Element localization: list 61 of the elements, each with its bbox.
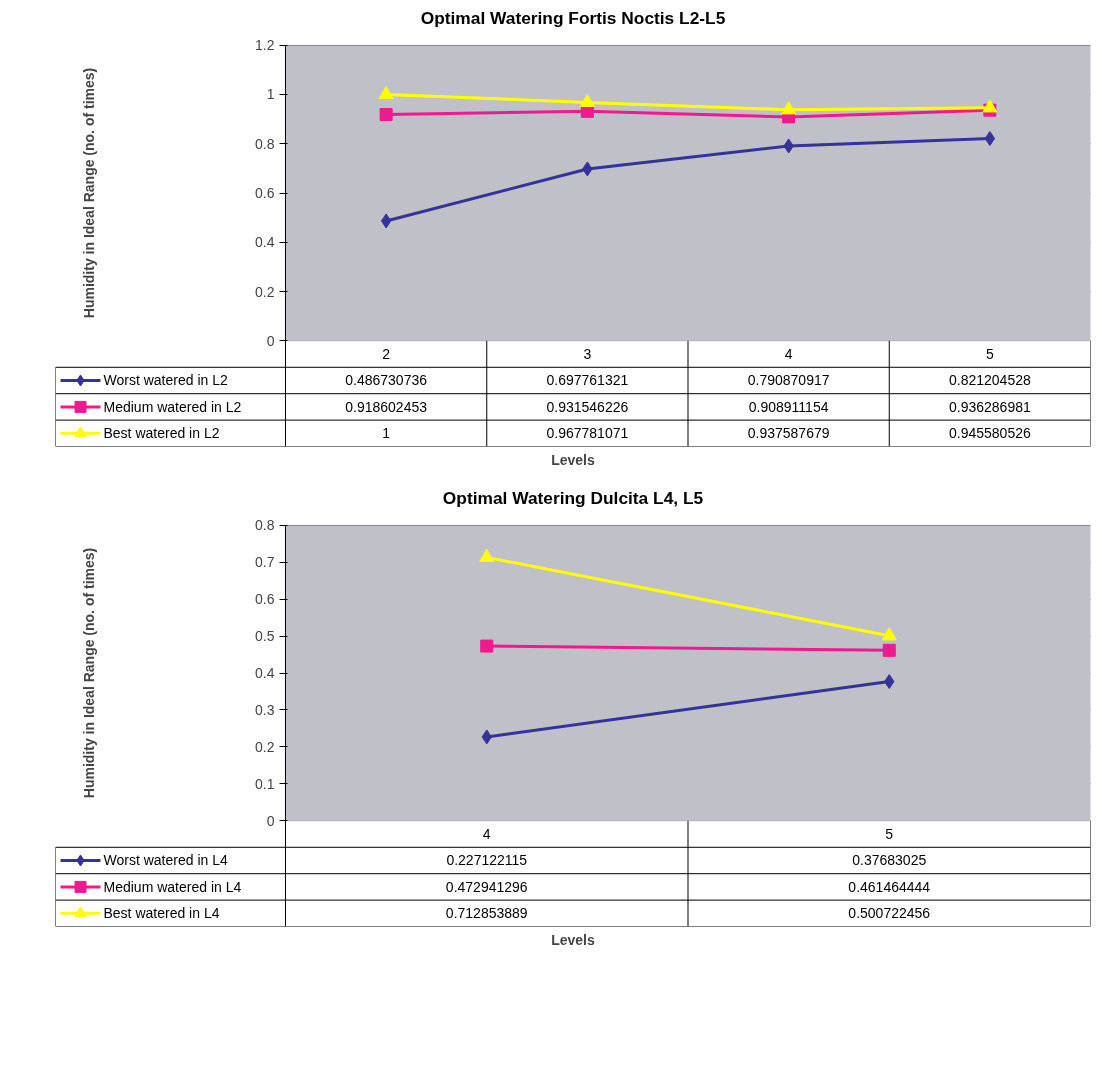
y-tick-label: 0.2 — [255, 283, 275, 300]
point — [379, 108, 393, 122]
data-label: 0.936286981 — [949, 398, 1031, 415]
y-axis-title: Humidity in Ideal Range (no. of times) — [81, 67, 98, 319]
x-tick-label: 4 — [784, 346, 793, 363]
data-label: 0.500722456 — [848, 905, 931, 922]
point — [480, 639, 494, 653]
data-label: 0.908911154 — [748, 398, 829, 415]
data-label: 0.472941296 — [445, 878, 528, 895]
point — [781, 101, 797, 115]
data-label: 0.486730736 — [345, 372, 428, 389]
legend-label: Best watered in L4 — [103, 905, 220, 922]
legend-label: Best watered in L2 — [103, 425, 220, 442]
x-tick-label: 2 — [382, 346, 391, 363]
x-axis-title: Levels — [551, 931, 596, 948]
point — [982, 99, 998, 113]
x-axis-title: Levels — [551, 451, 596, 468]
x-tick-label: 5 — [885, 826, 894, 843]
y-tick-label: 0 — [266, 812, 275, 829]
data-label: 0.712853889 — [445, 905, 528, 922]
data-label: 0.821204528 — [949, 372, 1031, 389]
y-tick-label: 0.4 — [255, 234, 275, 251]
y-tick-label: 0.3 — [255, 701, 275, 718]
y-tick-label: 0.8 — [255, 517, 275, 534]
y-tick-label: 0 — [266, 332, 275, 349]
data-label: 0.937587679 — [747, 425, 830, 442]
y-tick-label: 0.1 — [255, 775, 275, 792]
chart-title: Optimal Watering Fortis Noctis L2-L5 — [420, 7, 726, 28]
y-tick-label: 1.2 — [255, 37, 275, 54]
x-tick-label: 4 — [482, 826, 491, 843]
data-label: 0.227122115 — [446, 852, 528, 869]
data-label: 0.697761321 — [546, 372, 629, 389]
data-label: 0.918602453 — [345, 398, 428, 415]
x-tick-label: 3 — [583, 346, 592, 363]
legend-label: Medium watered in L2 — [103, 398, 242, 415]
point — [882, 643, 896, 657]
legend-label: Medium watered in L4 — [103, 878, 242, 895]
data-label: 0.461464444 — [848, 878, 931, 895]
y-tick-label: 0.5 — [255, 628, 275, 645]
data-label: 0.790870917 — [747, 372, 830, 389]
data-label: 0.931546226 — [546, 398, 629, 415]
y-tick-label: 0.8 — [255, 135, 275, 152]
y-axis-title: Humidity in Ideal Range (no. of times) — [81, 547, 98, 799]
y-tick-label: 1 — [266, 86, 275, 103]
data-label: 0.945580526 — [949, 425, 1031, 442]
y-tick-label: 0.6 — [255, 591, 275, 608]
y-tick-label: 0.2 — [255, 738, 275, 755]
y-tick-label: 0.7 — [255, 554, 275, 571]
data-label: 0.967781071 — [546, 425, 629, 442]
y-tick-label: 0.4 — [255, 665, 275, 682]
data-label: 0.37683025 — [852, 852, 927, 869]
point — [579, 93, 595, 107]
chart-title: Optimal Watering Dulcita L4, L5 — [442, 487, 704, 508]
data-label: 1 — [382, 425, 391, 442]
point — [984, 131, 996, 147]
point — [378, 85, 394, 99]
point — [380, 213, 392, 229]
legend-label: Worst watered in L4 — [103, 852, 228, 869]
y-tick-label: 0.6 — [255, 185, 275, 202]
x-tick-label: 5 — [985, 346, 994, 363]
legend-label: Worst watered in L2 — [103, 372, 228, 389]
